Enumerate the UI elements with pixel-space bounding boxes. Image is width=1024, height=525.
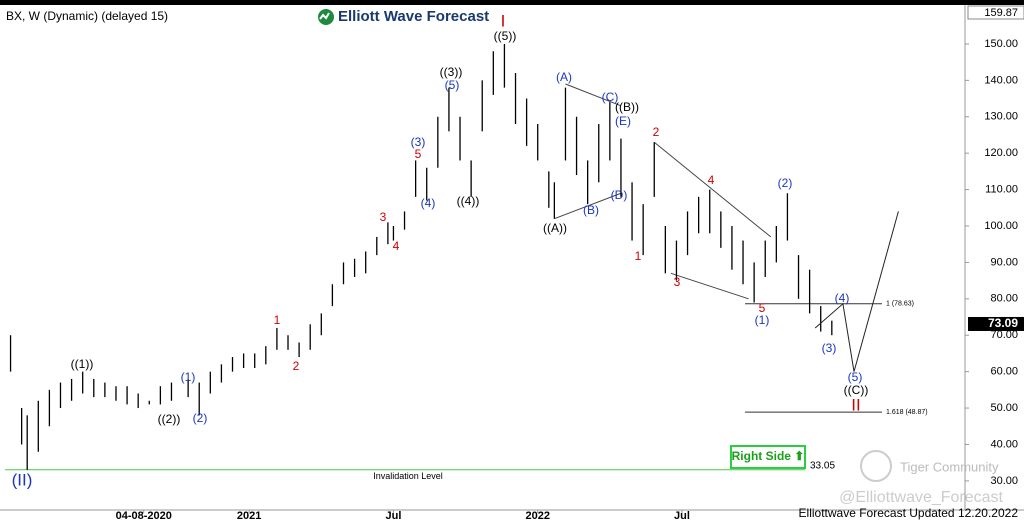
tiger-community: Tiger Community xyxy=(900,459,999,474)
wave-label: 3 xyxy=(380,210,387,224)
x-tick-label: Jul xyxy=(674,510,690,522)
wave-label: (4) xyxy=(835,291,850,305)
wave-label: ((5)) xyxy=(494,29,517,43)
wave-label: II xyxy=(851,395,860,414)
wave-label: (2) xyxy=(193,411,208,425)
top-price: 159.87 xyxy=(984,7,1018,19)
logo-wave xyxy=(319,12,330,20)
projection xyxy=(814,211,899,372)
y-tick-label: 80.00 xyxy=(990,293,1018,305)
wave-label: ((4)) xyxy=(457,194,480,208)
last-price: 73.09 xyxy=(988,316,1018,330)
wave-label: ((A)) xyxy=(543,221,567,235)
y-tick-label: 120.00 xyxy=(984,147,1018,159)
trendline xyxy=(565,83,622,107)
wave-label: 5 xyxy=(759,301,766,315)
trendline xyxy=(653,141,772,238)
fib-label: 1.618 (48.87) xyxy=(886,409,928,416)
wave-label: 3 xyxy=(674,275,681,289)
wave-label: 1 xyxy=(635,249,642,263)
fib-label: 1 (78.63) xyxy=(886,301,914,308)
y-tick-label: 100.00 xyxy=(984,220,1018,232)
wave-label: (5) xyxy=(848,370,863,384)
wave-label: 1 xyxy=(274,313,281,327)
wave-label: ((2)) xyxy=(158,412,181,426)
wave-label: 5 xyxy=(415,147,422,161)
handle: @Elliottwave_Forecast xyxy=(839,489,1003,506)
top-price-box xyxy=(967,5,1024,20)
updated: Elliottwave Forecast Updated 12.20.2022 xyxy=(799,506,1019,520)
wave-label: (3) xyxy=(411,135,426,149)
wave-label: (4) xyxy=(421,196,436,210)
y-tick-label: 130.00 xyxy=(984,111,1018,123)
wave-label: 4 xyxy=(393,239,400,253)
wave-label: (B) xyxy=(583,203,599,217)
last-price-box xyxy=(968,316,1024,331)
y-tick-label: 40.00 xyxy=(990,438,1018,450)
wave-label: (II) xyxy=(12,470,33,489)
wave-label: (2) xyxy=(778,176,793,190)
y-tick-label: 150.00 xyxy=(984,38,1018,50)
y-tick-label: 30.00 xyxy=(990,475,1018,487)
y-tick-label: 90.00 xyxy=(990,256,1018,268)
right-side-box xyxy=(730,445,806,469)
wave-label: 2 xyxy=(293,359,300,373)
logo-text: Elliott Wave Forecast xyxy=(338,8,489,25)
wave-label: (D) xyxy=(611,188,628,202)
invalidation-text: Invalidation Level xyxy=(373,471,443,481)
wave-label: (3) xyxy=(822,341,837,355)
wave-label: ((1)) xyxy=(71,357,94,371)
y-tick-label: 70.00 xyxy=(990,329,1018,341)
y-tick-label: 50.00 xyxy=(990,402,1018,414)
x-tick-label: 2021 xyxy=(237,510,261,522)
wave-label: (1) xyxy=(755,313,770,327)
wave-label: 4 xyxy=(708,173,715,187)
top-border xyxy=(0,0,1024,5)
wave-label: (1) xyxy=(181,370,196,384)
right-side: Right Side ⬆ xyxy=(732,449,805,463)
trendline xyxy=(670,272,749,300)
symbol: BX, W (Dynamic) (delayed 15) xyxy=(6,9,168,23)
x-tick-label: Jul xyxy=(385,510,401,522)
wave-label: 2 xyxy=(653,125,660,139)
wave-label: ((C)) xyxy=(844,383,869,397)
wave-label: (A) xyxy=(556,70,572,84)
invalidation-value: 33.05 xyxy=(810,460,835,471)
y-tick-label: 140.00 xyxy=(984,74,1018,86)
wave-label: I xyxy=(501,11,506,30)
wave-label: (5) xyxy=(445,78,460,92)
x-tick-label: 2022 xyxy=(525,510,549,522)
wave-label: ((3)) xyxy=(440,65,463,79)
x-tick-label: 04-08-2020 xyxy=(116,510,172,522)
y-tick-label: 110.00 xyxy=(985,183,1018,195)
wave-label: (C) xyxy=(602,90,619,104)
wave-label: ((B)) xyxy=(615,100,639,114)
tiger-logo xyxy=(860,450,892,482)
y-tick-label: 60.00 xyxy=(990,366,1018,378)
trendline xyxy=(554,192,622,220)
wave-label: (E) xyxy=(615,114,631,128)
